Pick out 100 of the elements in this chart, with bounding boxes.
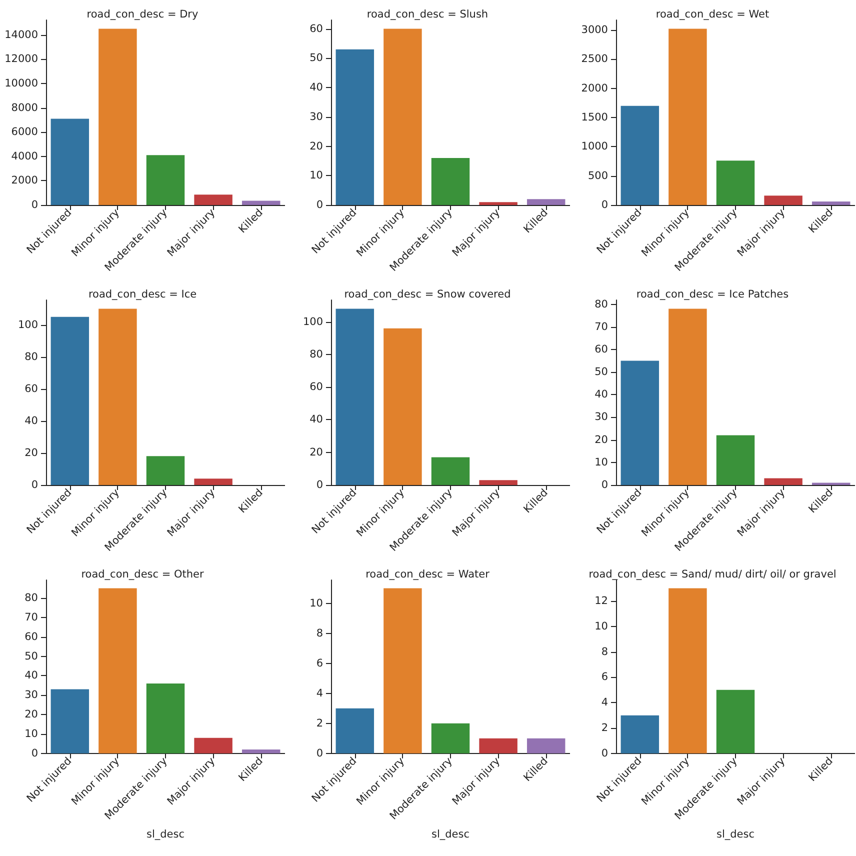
y-tick-label: 0 bbox=[316, 747, 323, 760]
bar bbox=[242, 200, 280, 205]
y-tick-label: 4 bbox=[601, 696, 608, 709]
y-tick-label: 10000 bbox=[4, 77, 38, 90]
bar bbox=[716, 160, 755, 205]
x-axis-title: sl_desc bbox=[146, 828, 185, 840]
y-tick-label: 10 bbox=[594, 456, 608, 468]
bar bbox=[479, 202, 518, 205]
y-tick-label: 60 bbox=[310, 22, 323, 35]
y-tick-label: 80 bbox=[310, 348, 323, 360]
bar bbox=[146, 683, 185, 754]
y-tick-label: 2500 bbox=[581, 53, 608, 66]
bar bbox=[194, 194, 232, 205]
bar bbox=[668, 28, 707, 205]
bar bbox=[526, 199, 566, 205]
y-tick-label: 6000 bbox=[11, 126, 38, 138]
chart-title: road_con_desc = Wet bbox=[656, 8, 770, 20]
y-tick-label: 40 bbox=[310, 414, 323, 426]
bar bbox=[194, 478, 232, 485]
y-tick-label: 50 bbox=[594, 366, 608, 378]
y-tick-label: 10 bbox=[24, 728, 38, 740]
y-tick-label: 3000 bbox=[581, 24, 608, 36]
y-tick-label: 40 bbox=[594, 388, 608, 401]
y-tick-label: 30 bbox=[310, 110, 323, 123]
x-axis-title: sl_desc bbox=[431, 828, 470, 840]
bar bbox=[384, 588, 422, 754]
bar bbox=[242, 750, 280, 754]
y-tick-label: 70 bbox=[594, 320, 608, 333]
bar bbox=[479, 480, 518, 485]
y-tick-label: 6 bbox=[601, 671, 608, 684]
bar bbox=[146, 456, 185, 485]
bar bbox=[98, 28, 137, 205]
bar bbox=[479, 738, 518, 754]
bar bbox=[384, 28, 422, 205]
chart-title: road_con_desc = Dry bbox=[86, 8, 198, 20]
y-tick-label: 0 bbox=[316, 199, 323, 211]
y-tick-label: 100 bbox=[18, 318, 38, 331]
y-tick-label: 10 bbox=[310, 597, 323, 610]
y-tick-label: 2 bbox=[316, 717, 323, 730]
y-tick-label: 20 bbox=[24, 708, 38, 721]
y-tick-label: 4 bbox=[316, 687, 324, 700]
y-tick-label: 500 bbox=[588, 170, 608, 182]
y-tick-label: 20 bbox=[24, 446, 38, 459]
y-tick-label: 40 bbox=[310, 82, 323, 94]
y-tick-label: 10 bbox=[594, 620, 608, 632]
bar bbox=[146, 155, 185, 205]
y-tick-label: 4000 bbox=[11, 150, 38, 162]
y-tick-label: 0 bbox=[601, 479, 608, 491]
y-tick-label: 0 bbox=[31, 199, 38, 211]
bar bbox=[716, 690, 755, 754]
chart-title: road_con_desc = Ice Patches bbox=[636, 288, 789, 300]
bar bbox=[620, 360, 660, 485]
y-tick-label: 60 bbox=[24, 382, 38, 395]
y-tick-label: 6 bbox=[316, 657, 324, 670]
y-tick-label: 8 bbox=[601, 646, 608, 658]
y-tick-label: 1000 bbox=[581, 140, 608, 153]
y-tick-label: 30 bbox=[24, 689, 38, 702]
y-tick-label: 0 bbox=[601, 199, 608, 211]
bar bbox=[336, 49, 374, 205]
bar bbox=[716, 435, 755, 485]
bar bbox=[50, 118, 90, 205]
y-tick-label: 50 bbox=[24, 650, 38, 662]
chart-title: road_con_desc = Ice bbox=[88, 288, 197, 300]
bar bbox=[431, 457, 470, 485]
y-tick-label: 60 bbox=[310, 381, 323, 394]
bar bbox=[384, 328, 422, 485]
y-tick-label: 8 bbox=[316, 627, 323, 640]
y-tick-label: 100 bbox=[302, 316, 323, 328]
bar bbox=[431, 158, 470, 205]
y-tick-label: 12 bbox=[594, 594, 608, 607]
y-tick-label: 80 bbox=[24, 350, 38, 363]
y-tick-label: 80 bbox=[24, 592, 38, 604]
bar bbox=[764, 478, 802, 485]
y-tick-label: 40 bbox=[24, 414, 38, 427]
y-tick-label: 2 bbox=[601, 722, 608, 734]
y-tick-label: 0 bbox=[316, 479, 323, 491]
y-tick-label: 8000 bbox=[11, 102, 38, 114]
bar bbox=[336, 308, 374, 485]
bar bbox=[194, 738, 232, 754]
bar bbox=[620, 106, 660, 205]
y-tick-label: 2000 bbox=[11, 174, 38, 187]
bar bbox=[98, 588, 137, 754]
bar bbox=[98, 308, 137, 485]
bar bbox=[620, 715, 660, 754]
bar bbox=[50, 316, 90, 485]
y-tick-label: 0 bbox=[31, 747, 38, 760]
y-tick-label: 1500 bbox=[581, 111, 608, 124]
y-tick-label: 30 bbox=[594, 411, 608, 424]
bar bbox=[812, 202, 850, 205]
y-tick-label: 10 bbox=[310, 170, 323, 182]
bar bbox=[50, 689, 90, 754]
bar bbox=[336, 708, 374, 754]
bar bbox=[668, 588, 707, 754]
y-tick-label: 20 bbox=[594, 434, 608, 446]
bar bbox=[431, 723, 470, 754]
y-tick-label: 50 bbox=[310, 52, 323, 64]
chart-title: road_con_desc = Sand/ mud/ dirt/ oil/ or gravel bbox=[588, 568, 836, 580]
y-tick-label: 0 bbox=[601, 747, 608, 760]
bar bbox=[526, 738, 566, 754]
chart-title: road_con_desc = Other bbox=[81, 568, 204, 580]
